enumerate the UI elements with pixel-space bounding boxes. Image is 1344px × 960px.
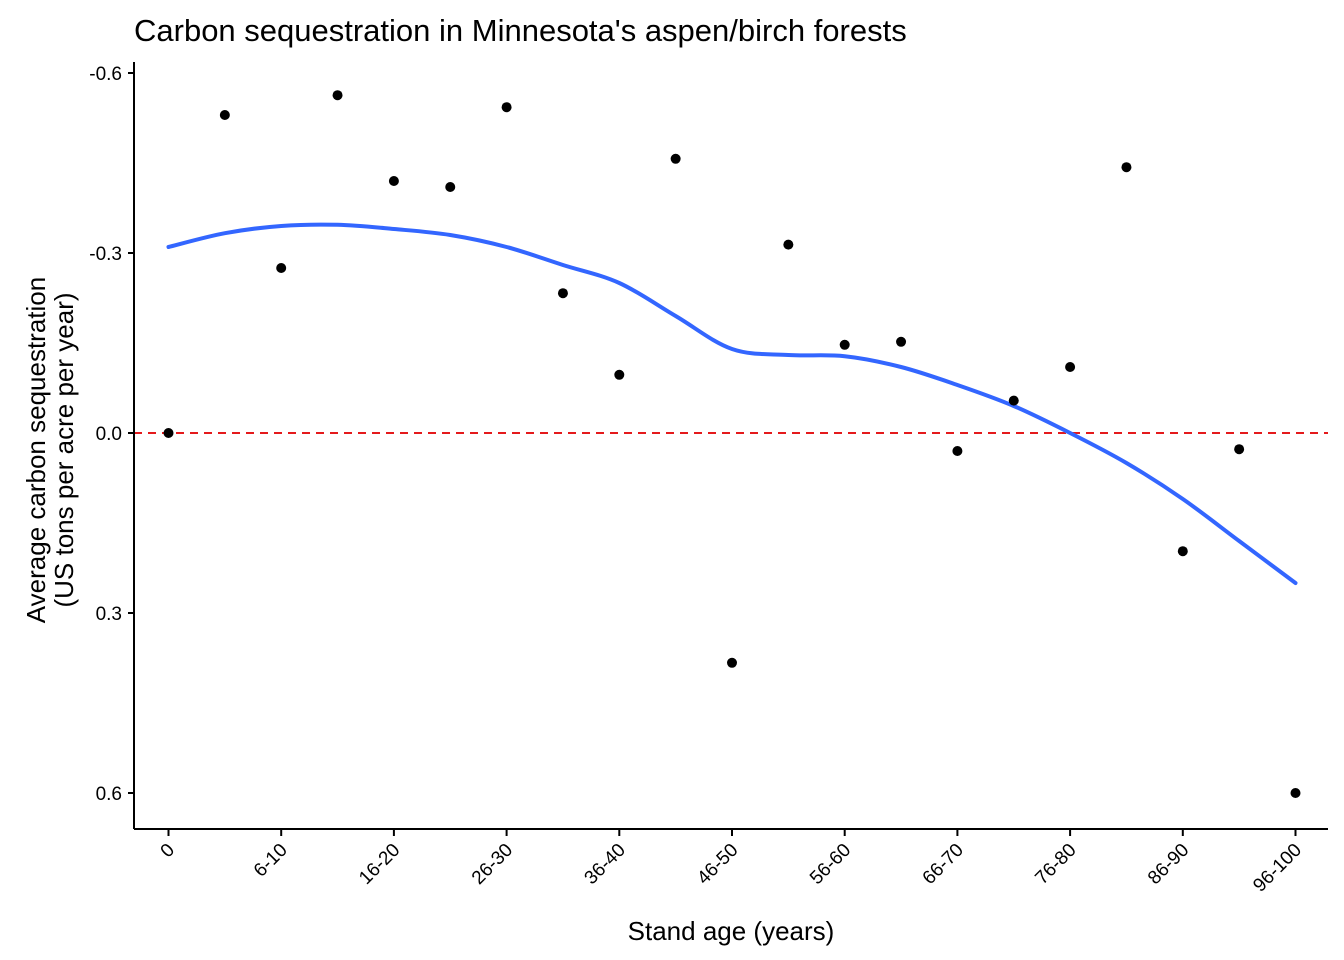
y-axis-title-line-1: Average carbon sequestration	[21, 277, 51, 623]
smoothed-trend-line	[166, 222, 1298, 585]
data-point	[896, 336, 907, 347]
data-point	[1290, 788, 1301, 798]
data-point	[1177, 546, 1188, 557]
data-point	[445, 182, 456, 192]
data-point	[839, 339, 850, 350]
point-layer	[163, 90, 1301, 798]
data-point	[783, 239, 794, 250]
data-point	[1065, 362, 1076, 372]
data-point	[163, 428, 174, 438]
data-point	[727, 657, 737, 668]
data-point	[501, 102, 512, 113]
y-tick-label: -0.6	[89, 64, 122, 85]
x-axis-title: Stand age (years)	[628, 916, 835, 946]
y-axis-title: Average carbon sequestration (US tons pe…	[21, 277, 79, 623]
data-point	[1008, 395, 1019, 406]
y-tick-label: 0.6	[96, 784, 122, 805]
data-point	[614, 369, 625, 380]
line-layer	[166, 222, 1298, 585]
y-tick-label: -0.3	[89, 244, 122, 265]
data-point	[670, 153, 681, 164]
chart-title: Carbon sequestration in Minnesota's aspe…	[134, 13, 907, 48]
data-point	[952, 446, 963, 456]
y-axis-title-line-2: (US tons per acre per year)	[49, 292, 79, 607]
y-tick-label: 0.0	[96, 424, 122, 445]
data-point	[1234, 444, 1245, 455]
data-point	[219, 110, 230, 120]
y-tick-label: 0.3	[96, 604, 122, 625]
data-point	[332, 90, 343, 101]
data-point	[276, 263, 287, 273]
data-point	[557, 288, 568, 299]
data-point	[1121, 162, 1132, 173]
data-point	[388, 176, 399, 186]
